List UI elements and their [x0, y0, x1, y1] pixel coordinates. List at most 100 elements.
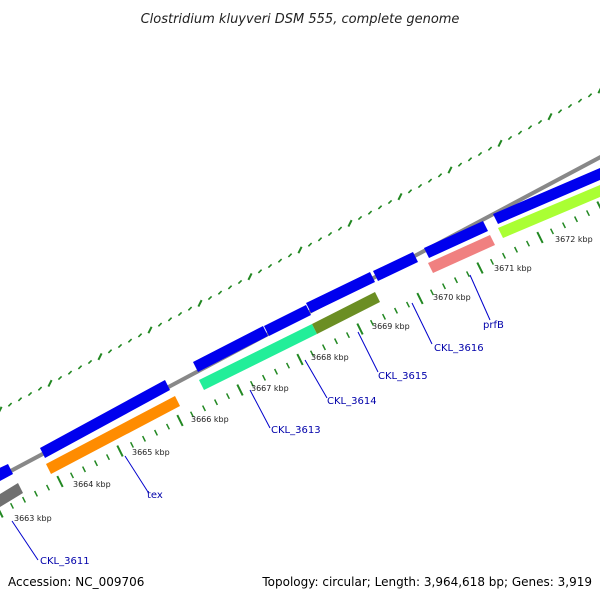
ring-dot	[167, 317, 173, 322]
ring-dot	[317, 237, 323, 242]
kbp-labels: 3663 kbp 3664 kbp 3665 kbp 3666 kbp 3667…	[14, 235, 593, 523]
cds-arrow[interactable]	[424, 221, 488, 258]
ring-dot	[377, 205, 383, 210]
ring-dot	[127, 338, 133, 343]
ring-dot	[407, 189, 413, 194]
ring-dot	[117, 343, 123, 349]
gene-tex[interactable]	[46, 396, 180, 474]
scale-tick	[333, 338, 339, 345]
scale-tick	[416, 292, 424, 305]
cds-arrow[interactable]	[193, 326, 268, 372]
ring-dot	[107, 349, 113, 354]
ring-dot	[337, 226, 343, 231]
ring-dot	[307, 242, 313, 247]
cds-arrow[interactable]	[0, 464, 13, 481]
cds-arrow[interactable]	[493, 168, 600, 224]
scale-tick	[309, 350, 315, 357]
ring-dot	[177, 311, 183, 317]
scale-tick	[21, 496, 27, 503]
scale-tick	[93, 460, 99, 467]
ring-dot	[137, 333, 143, 338]
gene-CKL_3611[interactable]	[0, 483, 23, 507]
gene-label[interactable]: CKL_3611	[40, 556, 90, 567]
ring-dot	[597, 87, 600, 94]
scale-tick	[501, 252, 507, 259]
ring-dot	[47, 379, 53, 387]
ring-dot	[67, 370, 73, 375]
scale-tick	[225, 393, 231, 400]
scale-tick	[273, 368, 279, 375]
scale-tick	[465, 271, 471, 278]
scale-tick	[189, 411, 195, 418]
ring-dot	[197, 299, 203, 307]
ring-dot	[27, 391, 33, 397]
gene-label-lines	[11, 274, 491, 561]
cds-arrow[interactable]	[306, 272, 375, 313]
tick-label: 3665 kbp	[132, 448, 170, 457]
ring-dot	[207, 295, 213, 301]
ring-dot	[447, 166, 453, 174]
gene-CKL_3614[interactable]	[312, 292, 380, 334]
scale-tick	[573, 216, 579, 223]
scale-tick	[45, 484, 51, 491]
scale-tick	[393, 307, 399, 314]
scale-tick	[81, 466, 87, 473]
ring-dot	[277, 258, 283, 263]
cds-arrow[interactable]	[264, 305, 311, 336]
ring-dot	[537, 119, 543, 125]
scale-tick	[596, 201, 600, 210]
scale-tick	[536, 231, 544, 244]
gene-label[interactable]: CKL_3616	[434, 343, 484, 354]
ring-dot	[347, 219, 353, 227]
gene-label[interactable]: CKL_3614	[327, 396, 377, 407]
cds-arrow[interactable]	[373, 252, 418, 281]
genome-title: Clostridium kluyveri DSM 555, complete g…	[141, 12, 460, 27]
scale-tick	[321, 344, 327, 351]
ring-dot	[287, 253, 293, 258]
forward-strand-features	[0, 168, 600, 481]
scale-tick	[129, 441, 135, 448]
scale-tick	[213, 399, 219, 406]
gene-label[interactable]: tex	[147, 490, 163, 501]
ring-dot	[247, 273, 253, 281]
gene-label[interactable]: prfB	[483, 320, 504, 331]
scale-tick	[345, 332, 351, 339]
scale-tick	[105, 454, 111, 461]
scale-tick	[141, 435, 147, 442]
scale-tick	[33, 490, 39, 497]
scale-tick	[296, 353, 304, 366]
ring-dot	[187, 306, 193, 311]
scale-tick	[381, 313, 387, 320]
ring-dot	[577, 98, 583, 103]
outer-dotted-ring	[0, 87, 600, 413]
scale-tick	[153, 429, 159, 436]
ring-dot	[457, 162, 463, 167]
ring-dot	[367, 210, 373, 215]
ring-dot	[97, 353, 103, 361]
cds-arrow[interactable]	[40, 380, 170, 458]
ring-dot	[357, 215, 363, 221]
scale-tick	[489, 258, 495, 265]
ring-dot	[77, 365, 83, 370]
ring-dot	[567, 103, 573, 109]
gene-CKL_3613[interactable]	[199, 324, 317, 390]
gene-label[interactable]: CKL_3615	[378, 371, 428, 382]
ring-dot	[147, 326, 153, 334]
ring-dot	[387, 199, 393, 205]
ring-dot	[417, 183, 423, 189]
gene-lime[interactable]	[498, 185, 600, 238]
tick-label: 3667 kbp	[251, 384, 289, 393]
scale-tick	[429, 289, 435, 296]
ring-dot	[37, 386, 43, 391]
scale-tick	[56, 475, 64, 488]
scale-tick	[285, 362, 291, 369]
gene-prfB[interactable]	[428, 235, 495, 273]
ring-dot	[547, 113, 553, 121]
gene-labels: CKL_3611 tex CKL_3613 CKL_3614 CKL_3615 …	[40, 320, 504, 567]
gene-label[interactable]: CKL_3613	[271, 425, 321, 436]
gene-features	[0, 185, 600, 507]
scale-tick	[561, 222, 567, 229]
ring-dot	[267, 263, 273, 269]
ring-dot	[17, 397, 23, 402]
scale-ticks	[0, 201, 600, 518]
